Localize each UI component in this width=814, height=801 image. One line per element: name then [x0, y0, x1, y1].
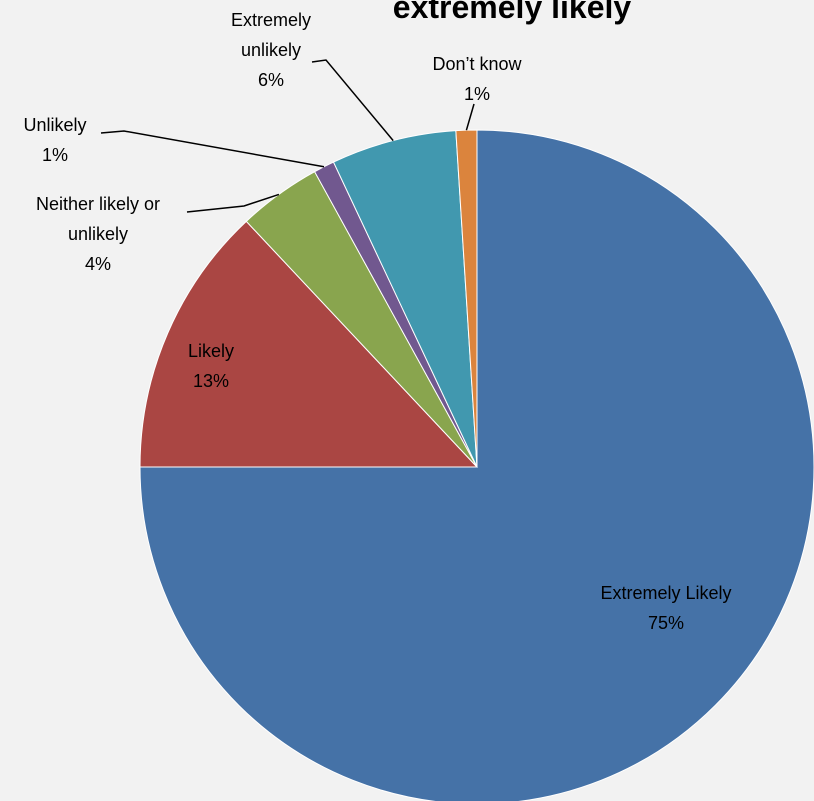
data-labels: Extremely Likely 75% Likely 13% Neither like…	[23, 10, 731, 633]
data-label-extremely-likely: Extremely Likely 75%	[600, 583, 731, 633]
category-label: Don’t know	[432, 54, 522, 74]
chart-title: extremely likely	[393, 0, 632, 25]
leader-line-extremely-unlikely	[311, 59, 394, 142]
percent-label: 75%	[648, 613, 684, 633]
leader-line-neither-likely-or-unlikely	[186, 193, 280, 213]
leader-line-unlikely	[100, 130, 325, 168]
category-label: Extremely Likely	[600, 583, 731, 603]
leader-lines	[100, 59, 475, 213]
data-label-extremely-unlikely: Extremely unlikely 6%	[231, 10, 311, 90]
percent-label: 13%	[193, 371, 229, 391]
data-label-dont-know: Don’t know 1%	[432, 54, 522, 104]
data-label-likely: Likely 13%	[188, 341, 234, 391]
pie-slice-extremely-likely	[139, 129, 814, 801]
percent-label: 6%	[258, 70, 284, 90]
category-label: Likely	[188, 341, 234, 361]
category-label: unlikely	[241, 40, 301, 60]
category-label: Unlikely	[23, 115, 86, 135]
category-label: unlikely	[68, 224, 128, 244]
percent-label: 4%	[85, 254, 111, 274]
percent-label: 1%	[464, 84, 490, 104]
pie-slice-likely	[139, 220, 479, 468]
percent-label: 1%	[42, 145, 68, 165]
data-label-unlikely: Unlikely 1%	[23, 115, 86, 165]
data-label-neither-likely-or-unlikely: Neither likely or unlikely 4%	[36, 194, 160, 274]
pie-slices	[139, 129, 814, 801]
category-label: Extremely	[231, 10, 311, 30]
category-label: Neither likely or	[36, 194, 160, 214]
pie-slice-extremely-unlikely	[332, 130, 478, 468]
leader-line-dont-know	[465, 103, 475, 131]
